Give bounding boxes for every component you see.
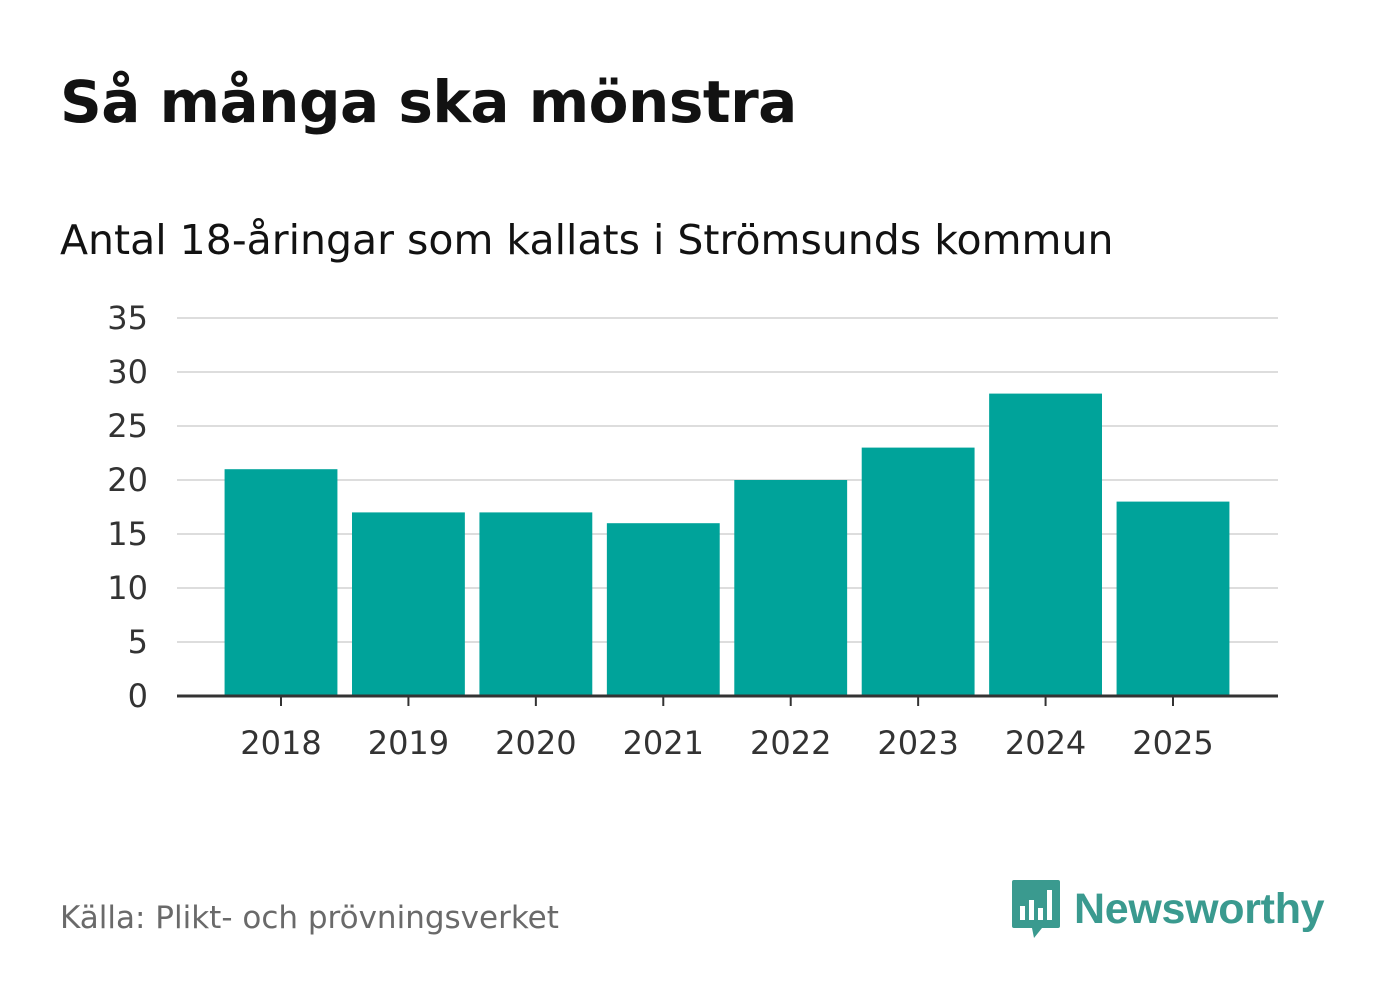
bar-2019 <box>352 512 465 696</box>
brand-logo: Newsworthy <box>1010 878 1325 940</box>
y-tick-label: 15 <box>107 515 148 553</box>
y-tick-label: 5 <box>128 623 148 661</box>
bars <box>224 393 1230 696</box>
x-tick-label: 2025 <box>1132 724 1213 762</box>
x-axis-ticks: 2018 2019 2020 2021 2022 2023 2024 2025 <box>240 724 1213 762</box>
bar-chart-speech-bubble-icon <box>1012 880 1060 938</box>
y-tick-label: 0 <box>128 677 148 715</box>
x-tick-label: 2022 <box>750 724 831 762</box>
x-tick-label: 2021 <box>623 724 704 762</box>
x-tick-label: 2019 <box>368 724 449 762</box>
x-tick-label: 2020 <box>495 724 576 762</box>
brand-name: Newsworthy <box>1074 884 1325 933</box>
y-tick-label: 30 <box>107 353 148 391</box>
bar-2020 <box>479 512 593 696</box>
chart-subtitle: Antal 18-åringar som kallats i Strömsund… <box>60 216 1114 264</box>
x-tick-label: 2024 <box>1005 724 1086 762</box>
x-tick-label: 2018 <box>240 724 321 762</box>
y-tick-label: 20 <box>107 461 148 499</box>
bar-2025 <box>1116 501 1230 696</box>
bar-2018 <box>224 469 338 696</box>
y-axis-ticks: 0 5 10 15 20 25 30 35 <box>107 299 148 715</box>
chart-title: Så många ska mönstra <box>60 68 797 136</box>
y-tick-label: 35 <box>107 299 148 337</box>
bar-2022 <box>734 480 848 696</box>
gridlines <box>177 317 1278 643</box>
y-tick-label: 25 <box>107 407 148 445</box>
bar-2021 <box>606 523 720 696</box>
bar-2024 <box>989 393 1102 696</box>
y-tick-label: 10 <box>107 569 148 607</box>
x-tick-label: 2023 <box>877 724 958 762</box>
bar-2023 <box>861 447 975 696</box>
x-axis <box>177 694 1278 706</box>
source-note: Källa: Plikt- och prövningsverket <box>60 900 559 936</box>
